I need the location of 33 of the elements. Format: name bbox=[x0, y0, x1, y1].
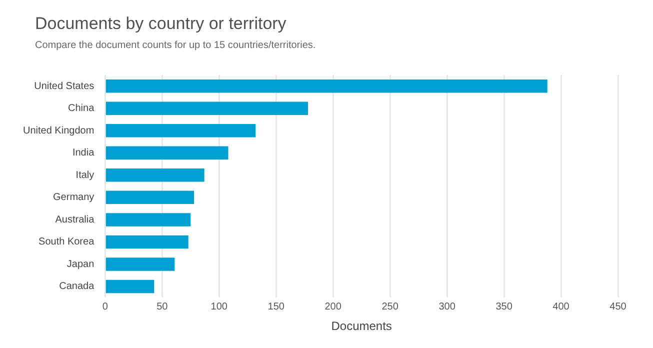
chart-subtitle: Compare the document counts for up to 15 countries/territories. bbox=[35, 40, 316, 51]
y-tick-label: Italy bbox=[76, 170, 94, 181]
x-tick-label: 0 bbox=[102, 301, 108, 312]
x-tick-label: 150 bbox=[268, 301, 285, 312]
bar bbox=[106, 258, 175, 271]
bar bbox=[106, 213, 191, 226]
x-tick-label: 300 bbox=[438, 301, 456, 312]
y-tick-label: Australia bbox=[55, 214, 95, 226]
x-axis-title: Documents bbox=[331, 319, 392, 334]
chart-title: Documents by country or territory bbox=[35, 14, 286, 34]
x-tick-label: 50 bbox=[156, 301, 168, 312]
y-tick-label: India bbox=[72, 148, 95, 159]
x-tick-label: 200 bbox=[324, 301, 342, 312]
x-tick-label: 450 bbox=[610, 301, 627, 312]
bar bbox=[106, 146, 228, 160]
bar bbox=[106, 168, 204, 182]
y-tick-label: Canada bbox=[59, 281, 95, 292]
y-tick-label: United States bbox=[34, 80, 94, 92]
x-tick-label: 400 bbox=[552, 301, 570, 312]
y-tick-label: Germany bbox=[53, 192, 94, 204]
y-tick-label: China bbox=[68, 103, 95, 114]
y-tick-label: South Korea bbox=[38, 236, 95, 248]
bar bbox=[106, 280, 154, 294]
bar bbox=[106, 190, 194, 204]
x-tick-label: 350 bbox=[496, 301, 513, 312]
y-tick-label: United Kingdom bbox=[22, 125, 94, 136]
x-tick-label: 100 bbox=[210, 301, 228, 312]
y-tick-label: Japan bbox=[66, 258, 94, 270]
bar bbox=[106, 102, 308, 116]
bar bbox=[106, 235, 188, 249]
x-tick-label: 250 bbox=[382, 301, 399, 312]
bar bbox=[106, 80, 548, 93]
bar bbox=[106, 124, 256, 138]
